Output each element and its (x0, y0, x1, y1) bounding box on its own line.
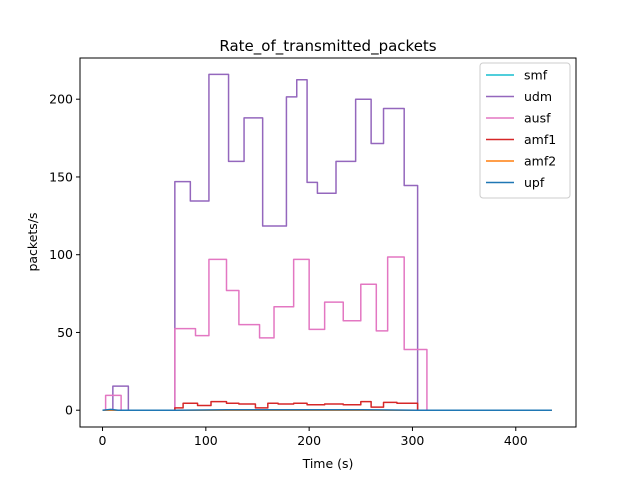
y-axis-label: packets/s (25, 212, 40, 271)
series-layer (102, 73, 552, 411)
chart-title: Rate_of_transmitted_packets (219, 37, 436, 56)
x-axis-label: Time (s) (302, 456, 354, 471)
x-tick-label: 300 (401, 433, 425, 448)
y-tick-label: 100 (49, 247, 73, 262)
y-tick-label: 150 (49, 169, 73, 184)
x-tick-label: 0 (99, 433, 107, 448)
series-line-amf1 (102, 400, 552, 411)
legend-label-smf: smf (524, 68, 548, 83)
legend: smf udm ausf amf1 amf2 upf (479, 62, 571, 199)
y-tick-label: 50 (57, 325, 73, 340)
series-line-upf (102, 408, 552, 411)
legend-label-ausf: ausf (524, 111, 551, 126)
legend-label-udm: udm (524, 89, 552, 104)
x-tick-label: 200 (297, 433, 321, 448)
plot-frame (79, 57, 577, 428)
x-tick-label: 100 (194, 433, 218, 448)
series-line-udm (102, 73, 552, 411)
legend-label-amf1: amf1 (524, 132, 556, 147)
y-tick-label: 200 (49, 92, 73, 107)
legend-label-upf: upf (524, 175, 545, 190)
x-tick-label: 400 (504, 433, 528, 448)
legend-label-amf2: amf2 (524, 154, 556, 169)
series-line-ausf (102, 256, 552, 411)
tick-layer: 0 100 200 300 400 0 50 100 150 200 (49, 92, 528, 448)
y-tick-label: 0 (65, 403, 73, 418)
